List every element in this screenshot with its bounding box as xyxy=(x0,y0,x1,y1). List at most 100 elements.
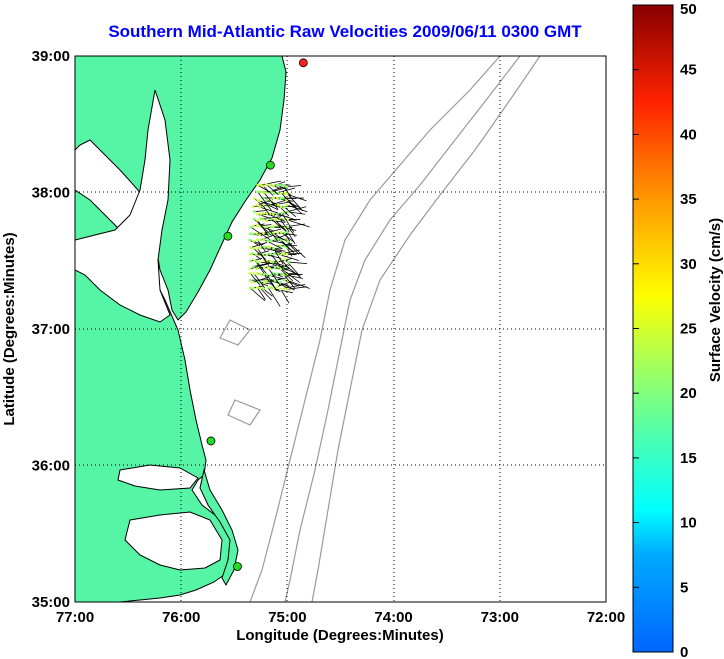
velocity-origin xyxy=(262,218,265,221)
velocity-arrow xyxy=(262,185,274,196)
colorbar-label: Surface Velocity (cm/s) xyxy=(707,218,724,382)
velocity-origin xyxy=(269,239,273,243)
velocity-origin xyxy=(261,287,265,291)
bathymetry-contours xyxy=(219,56,541,602)
y-tick-label: 35:00 xyxy=(32,594,70,611)
velocity-origin xyxy=(279,205,283,209)
velocity-arrow xyxy=(273,248,284,265)
velocity-origin xyxy=(256,286,259,290)
velocity-origin xyxy=(256,246,259,250)
colorbar-tick-label: 20 xyxy=(680,385,697,402)
velocity-origin xyxy=(279,196,283,200)
velocity-origin xyxy=(271,225,275,229)
velocity-origin xyxy=(256,203,260,207)
velocity-arrow xyxy=(257,220,269,237)
velocity-arrow xyxy=(257,239,266,252)
velocity-origin xyxy=(268,266,272,270)
velocity-origin xyxy=(279,287,283,291)
velocity-arrow xyxy=(280,288,290,304)
velocity-arrow xyxy=(250,226,271,241)
velocity-arrow xyxy=(273,232,285,241)
velocity-origin xyxy=(283,192,287,195)
velocity-origin xyxy=(270,190,273,194)
velocity-origin xyxy=(262,190,266,194)
colorbar-tick-label: 45 xyxy=(680,62,697,79)
velocity-origin xyxy=(251,205,255,208)
x-tick-label: 76:00 xyxy=(162,609,200,626)
velocity-arrow xyxy=(280,282,295,291)
velocity-origin xyxy=(255,260,259,264)
velocity-origin xyxy=(264,191,268,195)
map-title: Southern Mid-Atlantic Raw Velocities 200… xyxy=(108,22,582,41)
pamlico-sound xyxy=(124,511,223,571)
velocity-origin xyxy=(248,238,252,242)
x-axis-label: Longitude (Degrees:Minutes) xyxy=(236,627,444,644)
land-masses xyxy=(75,56,287,602)
station-marker xyxy=(233,562,242,571)
velocity-origin xyxy=(271,196,275,200)
velocity-origin xyxy=(287,260,290,264)
velocity-origin xyxy=(252,265,256,268)
velocity-origin xyxy=(263,245,267,249)
velocity-origin xyxy=(265,198,269,202)
velocity-arrow xyxy=(257,184,270,193)
y-tick-labels: 39:00 38:00 37:00 36:00 35:00 xyxy=(32,48,70,611)
velocity-origin xyxy=(249,225,253,229)
velocity-arrow xyxy=(273,288,294,294)
velocity-origin xyxy=(268,245,272,249)
velocity-origin xyxy=(285,252,289,256)
velocity-arrow xyxy=(272,272,283,278)
colorbar-tick-label: 50 xyxy=(680,1,697,18)
velocity-origin xyxy=(259,190,263,194)
velocity-origin xyxy=(256,212,260,216)
velocity-origin xyxy=(261,184,265,188)
velocity-origin xyxy=(279,230,283,234)
velocity-origin xyxy=(249,286,252,290)
velocity-arrow xyxy=(280,197,301,209)
velocity-origin xyxy=(269,260,273,263)
velocity-arrow xyxy=(249,272,261,286)
velocity-origin xyxy=(258,205,262,209)
velocity-arrow xyxy=(267,286,281,307)
velocity-arrow xyxy=(287,231,296,245)
velocity-arrow xyxy=(269,246,281,250)
velocity-origin xyxy=(265,273,269,276)
velocity-arrow xyxy=(287,241,306,259)
velocity-origin xyxy=(276,196,279,200)
map-frame xyxy=(74,55,607,603)
velocity-origin xyxy=(282,273,286,277)
velocity-origin xyxy=(249,278,252,282)
velocity-arrow xyxy=(288,261,308,265)
y-tick-label: 38:00 xyxy=(32,185,70,202)
velocity-origin xyxy=(276,260,280,264)
x-tick-label: 72:00 xyxy=(587,609,625,626)
velocity-origin xyxy=(262,273,266,276)
albemarle-sound xyxy=(117,464,199,491)
velocity-origin xyxy=(248,267,252,271)
colorbar-tick-labels: 0 5 10 15 20 25 30 35 40 45 50 xyxy=(633,1,697,659)
velocity-arrow xyxy=(257,287,266,300)
velocity-arrow xyxy=(257,248,270,267)
velocity-origin xyxy=(259,286,262,290)
velocity-origin xyxy=(285,203,289,207)
station-marker xyxy=(206,436,216,446)
colorbar-tick-label: 10 xyxy=(680,515,697,532)
velocity-origin xyxy=(283,257,287,261)
y-tick-label: 36:00 xyxy=(32,458,70,475)
velocity-arrow xyxy=(266,274,278,292)
velocity-origin xyxy=(282,286,286,290)
x-tick-label: 77:00 xyxy=(56,609,94,626)
velocity-origin xyxy=(252,217,256,221)
velocity-origin xyxy=(286,240,290,243)
velocity-origin xyxy=(281,196,285,200)
graticule xyxy=(75,56,606,602)
velocity-arrow xyxy=(254,210,267,213)
velocity-arrow xyxy=(286,199,303,215)
velocity-origin xyxy=(282,184,285,188)
velocity-origin xyxy=(266,285,270,289)
velocity-origin xyxy=(252,239,255,243)
velocity-arrow xyxy=(276,277,288,281)
velocity-origin xyxy=(279,191,283,195)
velocity-arrow xyxy=(259,200,279,211)
velocity-arrow xyxy=(252,253,262,260)
